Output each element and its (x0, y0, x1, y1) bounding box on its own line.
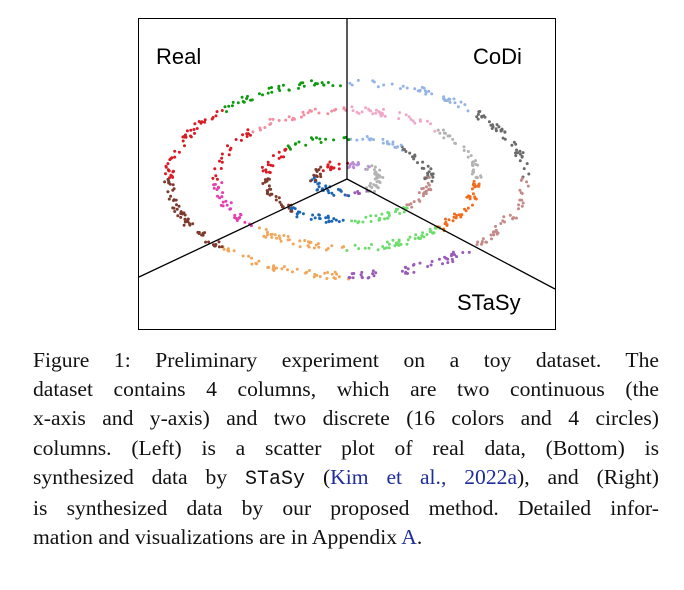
caption-line-4: columns. (Left) is a scatter plot of rea… (33, 435, 659, 460)
caption-text: ( (305, 464, 331, 489)
panel-divider (139, 178, 348, 278)
label-real: Real (156, 44, 202, 69)
label-stasy: STaSy (457, 290, 521, 315)
stasy-code: STaSy (245, 467, 306, 491)
caption-line-1: Figure 1: Preliminary experiment on a to… (33, 348, 659, 372)
scatter-plot (139, 19, 555, 290)
caption-text: synthesized data by (33, 464, 246, 489)
label-codi: CoDi (473, 44, 522, 69)
caption-line-2: dataset contains 4 columns, which are tw… (33, 377, 659, 402)
caption-text: ), and (Right) (517, 464, 659, 489)
caption-line-7: mation and visualizations are in Appendi… (33, 523, 659, 552)
toy-dataset-figure: Real CoDi STaSy (138, 18, 556, 330)
appendix-link[interactable]: A (401, 525, 417, 550)
scatter-points (163, 78, 531, 281)
caption-line-5: synthesized data by STaSy (Kim et al., 2… (33, 463, 659, 494)
citation-link[interactable]: Kim et al., 2022a (330, 464, 518, 489)
caption-text: . (416, 525, 423, 550)
caption-line-3: x-axis and y-axis) and two discrete (16 … (33, 406, 659, 431)
caption-text: mation and visualizations are in Appendi… (33, 525, 402, 550)
panel-divider (346, 178, 555, 290)
figure-caption: Figure 1: Preliminary experiment on a to… (33, 346, 659, 552)
caption-line-6: is synthesized data by our proposed meth… (33, 496, 659, 521)
